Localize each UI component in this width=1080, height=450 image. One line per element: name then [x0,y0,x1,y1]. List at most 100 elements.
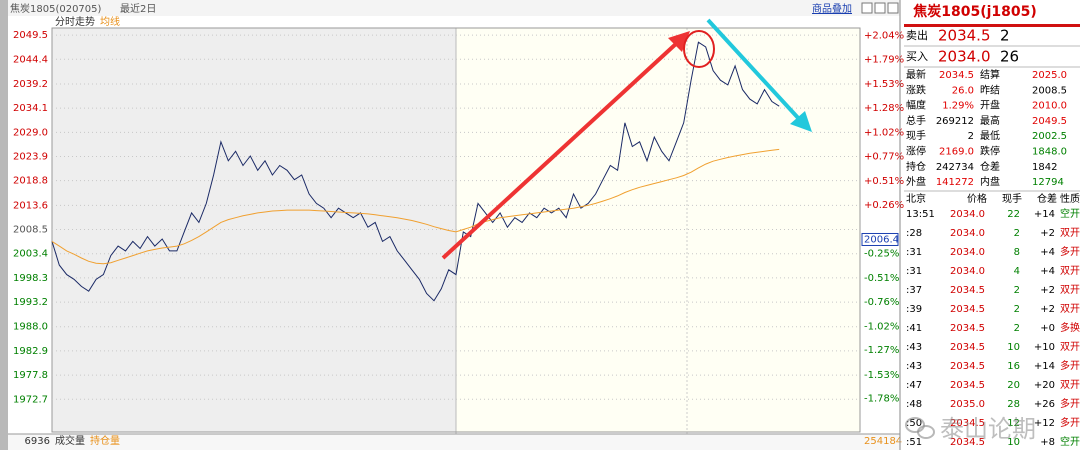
button[interactable] [887,2,899,14]
stat-value: 1.29% [942,101,974,112]
stat-value: 141272 [936,177,974,188]
stat-label: 外盘 [906,175,926,188]
trade-cell: 2034.0 [950,247,985,258]
stat-value: 26.0 [952,85,974,96]
order-label: 卖出 [906,28,928,42]
y-tick-label: 2044.4 [13,54,48,65]
button[interactable] [874,2,886,14]
volume-max: 6936 [25,436,50,447]
stat-value: 1842 [1032,162,1057,173]
trade-cell: +4 [1040,266,1055,277]
icon-bubble [905,417,925,433]
trade-cell: 2034.5 [950,323,985,334]
trade-cell: 2034.5 [950,437,985,448]
y2-tick-label: +0.77% [864,151,904,162]
trade-cell: 双开 [1060,379,1080,391]
stat-label: 昨结 [980,83,1000,96]
y2-tick-label: +1.28% [864,103,904,114]
y2-tick-label: +0.26% [864,200,904,211]
trade-cell: :50 [906,418,922,429]
trade-cell: +2 [1040,304,1055,315]
order-qty: 2 [1000,27,1010,45]
y-tick-label: 1998.3 [13,273,48,284]
trade-cell: 2035.0 [950,399,985,410]
stat-value: 242734 [936,162,974,173]
stat-label: 持仓 [906,160,926,173]
trade-cell: 双开 [1060,284,1080,296]
y2-tick-label: +1.79% [864,54,904,65]
y2-tick-label: +2.04% [864,31,904,42]
button[interactable] [861,2,873,14]
trade-cell: :28 [906,228,922,239]
marker-label: 2006.4 [864,234,899,245]
order-price: 2034.5 [938,27,991,45]
y-tick-label: 1993.2 [13,297,48,308]
trade-cell: 多开 [1060,359,1080,372]
quote-panel: 卖出 2034.5 2 买入 2034.0 26 最新 2034.5 结算 2025.0 涨跌 26.… [904,27,1080,448]
icon-bubble [917,425,935,439]
stat-label: 涨停 [906,145,926,158]
stat-label: 仓差 [980,160,1000,173]
trade-cell: +10 [1034,342,1055,353]
overlay-link[interactable]: 商品叠加 [812,2,852,15]
stat-label: 跌停 [980,145,1000,158]
watermark-icon [905,417,935,439]
stat-label: 开盘 [980,99,1000,112]
trade-cell: 2034.0 [950,228,985,239]
trade-cell: 空开 [1060,207,1080,220]
y-tick-label: 2034.1 [13,103,48,114]
stat-label: 涨跌 [906,83,926,96]
oi-value: 254184 [864,436,902,447]
panel-tab[interactable]: 分时走势 [55,15,95,28]
trade-cell: 双开 [1060,265,1080,277]
stat-label: 内盘 [980,175,1000,188]
y2-tick-label: +1.53% [864,79,904,90]
marker-box [861,232,899,246]
trade-cell: 多换 [1060,321,1080,334]
y2-tick-label: -0.76% [864,297,899,308]
stat-value: 2010.0 [1032,101,1067,112]
trade-cell: +14 [1034,209,1055,220]
stat-value: 2034.5 [939,70,974,81]
trade-cell: :31 [906,266,922,277]
y-tick-label: 2018.8 [13,176,48,187]
trade-cell: +4 [1040,247,1055,258]
trade-cell: +26 [1034,399,1055,410]
trade-cell: :41 [906,323,922,334]
y-tick-label: 2029.0 [13,127,48,138]
trade-cell: 2 [1014,304,1020,315]
trade-header: 性质 [1060,192,1080,205]
trade-cell: +20 [1034,380,1055,391]
trade-cell: 10 [1007,342,1020,353]
trade-header: 现手 [1002,192,1022,205]
trade-cell: :51 [906,437,922,448]
trade-cell: 2034.5 [950,380,985,391]
trade-cell: 22 [1007,209,1020,220]
y2-tick-label: +0.51% [864,176,904,187]
trade-cell: :43 [906,361,922,372]
trade-cell: 双开 [1060,227,1080,239]
y-tick-label: 1982.9 [13,346,48,357]
y2-tick-label: -0.25% [864,248,899,259]
stat-value: 1848.0 [1032,147,1067,158]
y-tick-label: 1977.8 [13,370,48,381]
trade-cell: 多开 [1060,416,1080,429]
trade-cell: 4 [1014,266,1020,277]
trade-cell: +0 [1040,323,1055,334]
order-price: 2034.0 [938,48,991,66]
up-arrow [441,40,680,260]
down-arrow [706,18,802,122]
y-tick-label: 2039.2 [13,79,48,90]
title-underline [904,24,1080,27]
lines: 2006.4 [51,41,899,302]
trade-cell: 2 [1014,323,1020,334]
y-tick-label: 2003.4 [13,249,48,260]
arrow-head [790,111,812,132]
trade-cell: +14 [1034,361,1055,372]
trade-cell: 20 [1007,380,1020,391]
trade-cell: 2 [1014,285,1020,296]
stat-value: 2025.0 [1032,70,1067,81]
stat-value: 12794 [1032,177,1064,188]
avg-tab[interactable]: 均线 [100,15,120,28]
